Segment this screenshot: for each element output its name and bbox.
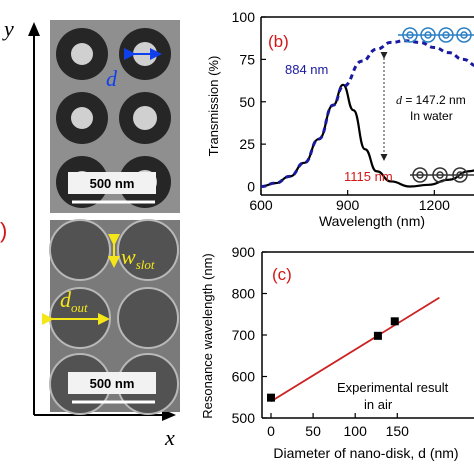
c-data-point <box>267 393 275 402</box>
c-ytick-label: 600 <box>232 369 256 385</box>
c-ytick-label: 900 <box>232 244 256 260</box>
b-ylabel: Transmission (%) <box>206 56 221 157</box>
b-ytick-label: 75 <box>239 51 255 67</box>
b-condition: d = 147.2 nm <box>396 93 466 107</box>
b-ytick-label: 50 <box>239 94 255 110</box>
b-peak-label: 884 nm <box>285 62 328 77</box>
b-xtick-label: 1200 <box>419 197 450 213</box>
c-xlabel: Diameter of nano-disk, d (nm) <box>273 445 458 461</box>
scale-bar-box-top <box>68 172 156 194</box>
sem-y-arrowhead <box>28 22 40 36</box>
panel-tag-left: ) <box>0 218 7 243</box>
c-annotation-1: Experimental result <box>337 380 449 395</box>
c-data-point <box>390 317 399 326</box>
c-ytick-label: 500 <box>232 410 256 426</box>
c-xtick-label: 150 <box>386 423 410 439</box>
b-ytick-label: 100 <box>232 9 256 25</box>
d-label: d <box>106 66 118 91</box>
scale-bar-label-bottom: 500 nm <box>90 376 135 391</box>
b-series-dashed <box>260 39 474 189</box>
w-slot-label: wslot <box>121 244 155 272</box>
c-ylabel: Resonance wavelength (nm) <box>200 253 215 418</box>
sem-panel: ) y x 500 nm d <box>0 16 180 450</box>
c-ytick-label: 800 <box>232 286 256 302</box>
axis-y-symbol: y <box>2 16 14 41</box>
b-xlabel: Wavelength (nm) <box>319 213 425 229</box>
c-fit-line <box>270 296 440 403</box>
scale-bar-label-top: 500 nm <box>90 176 135 191</box>
c-xtick-label: 50 <box>305 423 321 439</box>
sem-image-top: 500 nm d <box>50 20 180 213</box>
b-ytick-label: 25 <box>239 136 255 152</box>
field-pattern-icon-bottom <box>410 167 474 183</box>
b-xtick-label: 900 <box>336 197 360 213</box>
b-dip-label: 1115 nm <box>344 169 393 184</box>
c-tag: (c) <box>272 265 292 284</box>
panel-c: 500 600 700 800 900 0 50 100 150 Resonance wave… <box>200 244 474 461</box>
panel-b: 0 25 50 75 100 600 900 1200 Transmission (%) W… <box>206 9 474 229</box>
b-tag: (b) <box>268 32 289 51</box>
sem-image-bottom: 500 nm wslot dout <box>42 219 180 415</box>
c-ytick-label: 700 <box>232 327 256 343</box>
c-data-point <box>373 331 382 340</box>
field-pattern-icon-top <box>398 27 474 43</box>
axis-x-symbol: x <box>164 425 175 450</box>
b-ytick-label: 0 <box>247 179 255 195</box>
b-medium: In water <box>410 109 453 123</box>
c-xtick-label: 100 <box>344 423 368 439</box>
d-out-label: dout <box>60 287 88 315</box>
c-xtick-label: 0 <box>267 423 275 439</box>
c-annotation-2: in air <box>364 397 393 412</box>
scale-bar-box-bottom <box>68 372 156 394</box>
b-xtick-label: 600 <box>249 197 273 213</box>
